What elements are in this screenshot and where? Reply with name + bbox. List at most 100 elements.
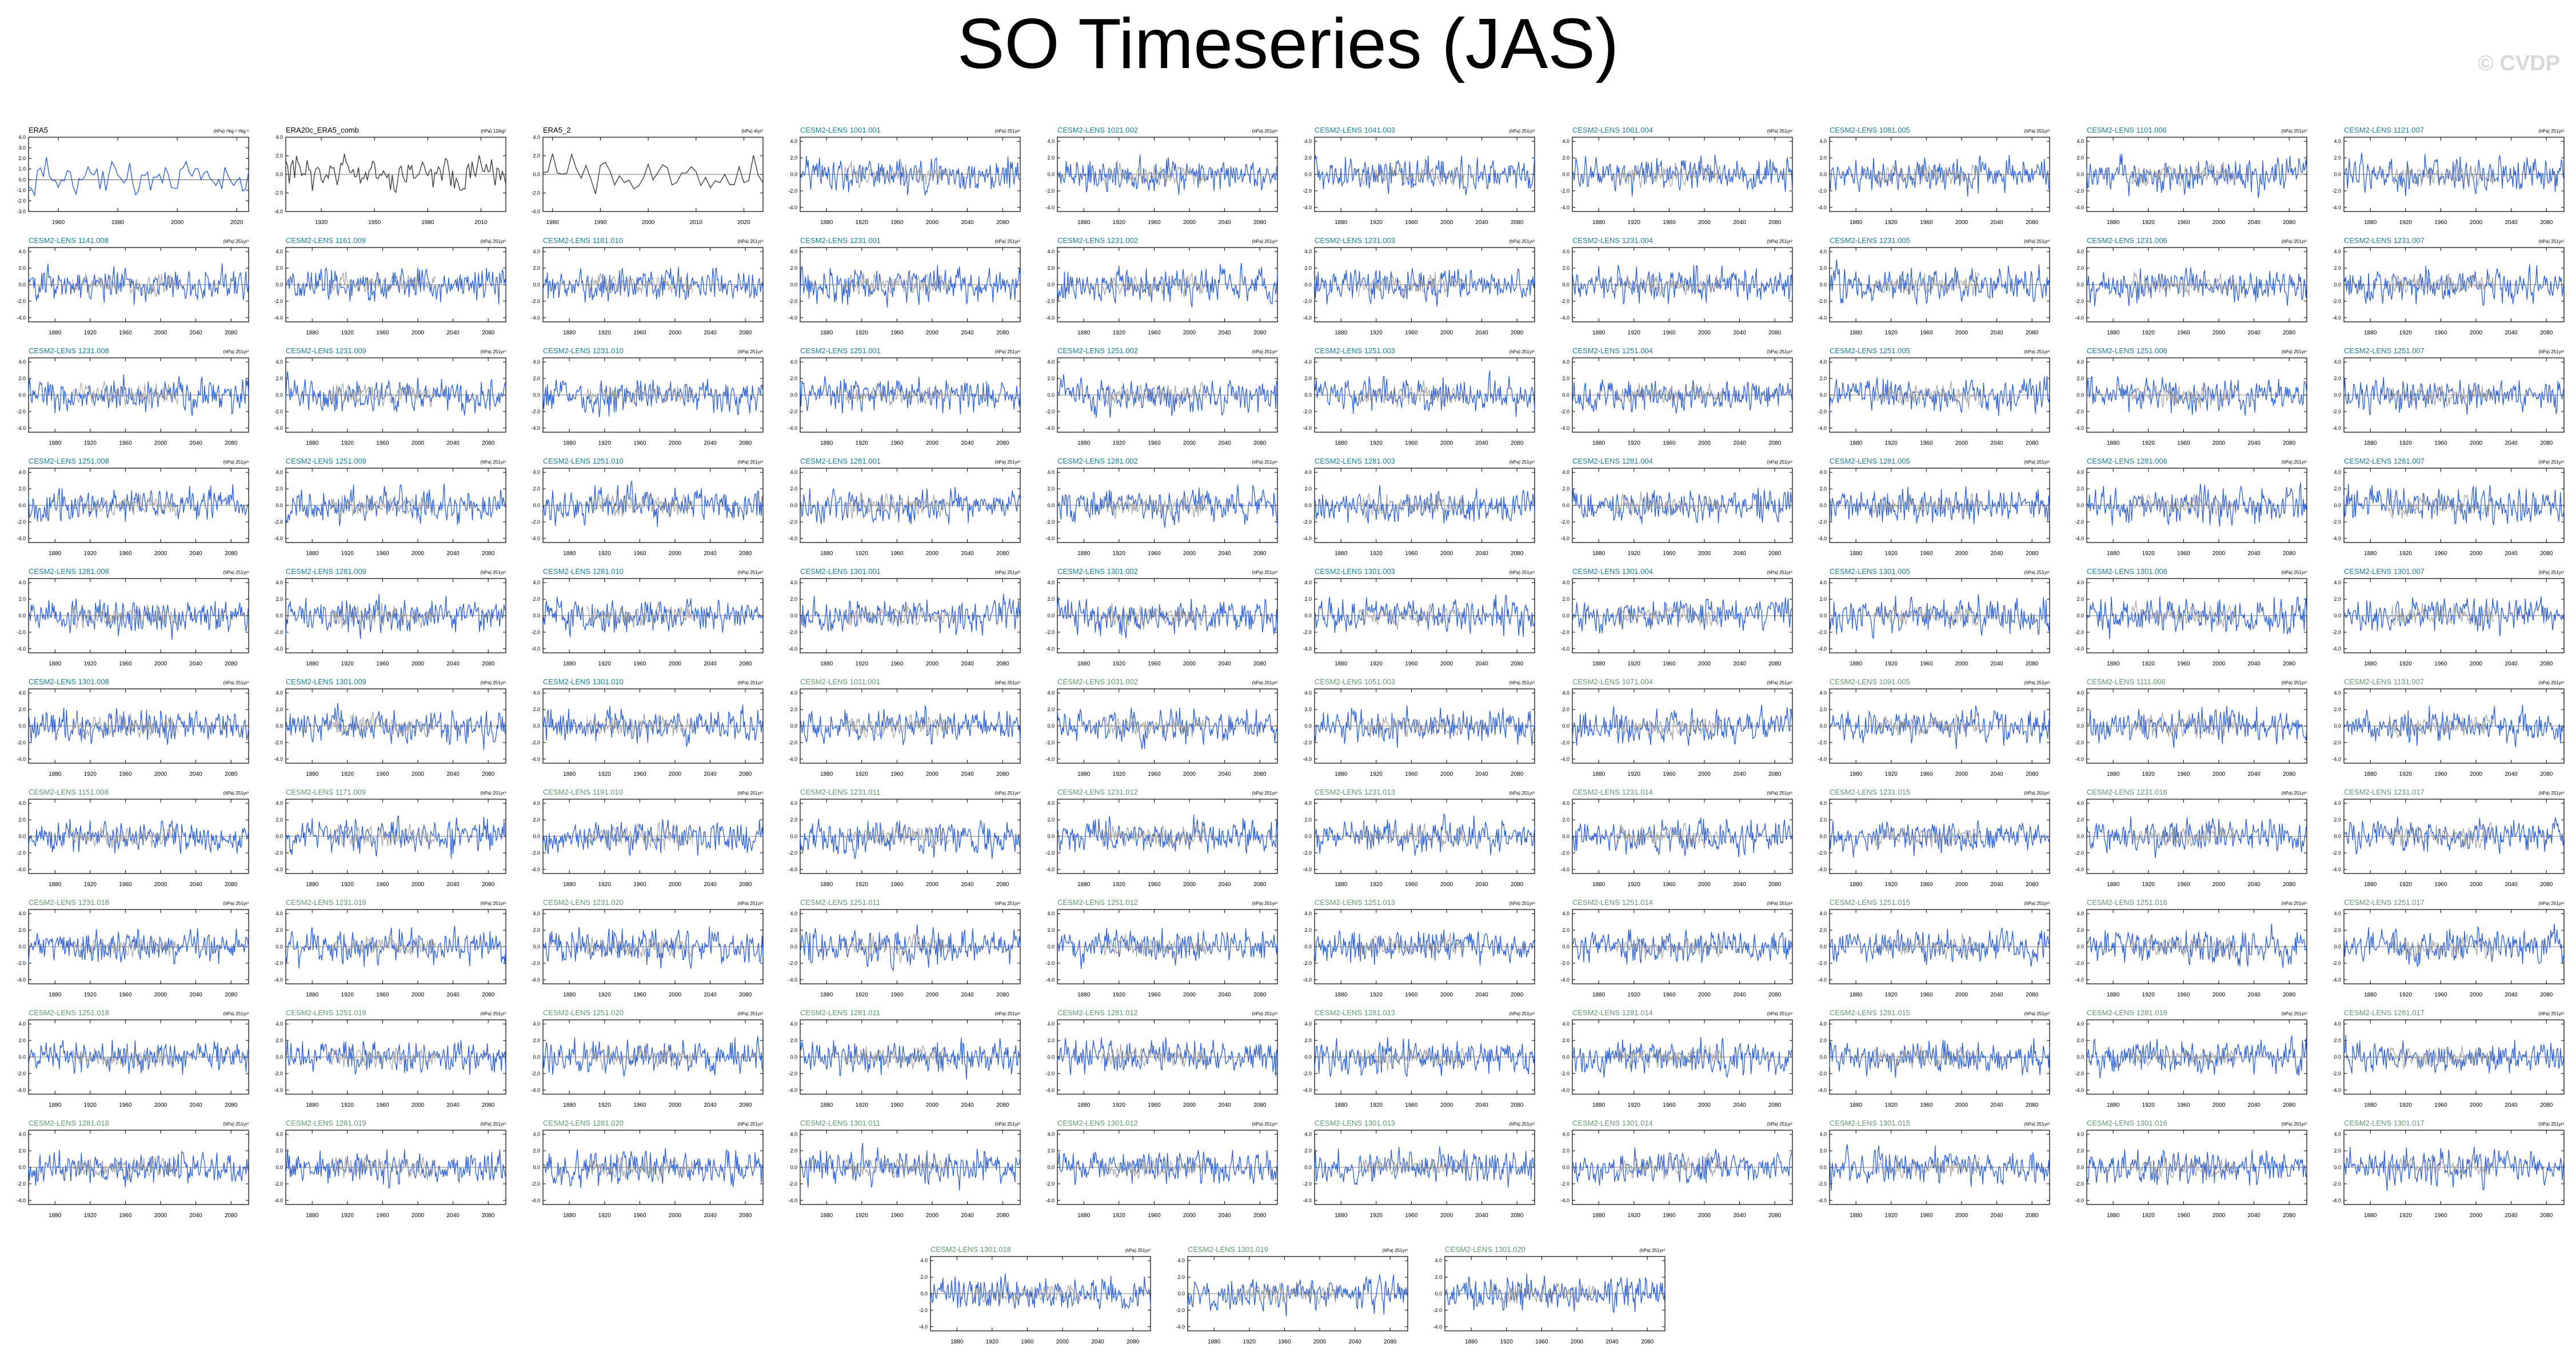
y-tick-label: -4.0 (1818, 315, 1827, 321)
y-tick-label: 0.0 (18, 833, 26, 839)
x-tick-label: 2000 (412, 661, 425, 667)
x-tick-label: 2040 (446, 551, 460, 557)
x-tick-label: 1960 (2434, 882, 2447, 888)
x-tick-label: 1920 (84, 1102, 97, 1108)
obs-overlay-line (844, 1155, 950, 1179)
model-series-line (1314, 930, 1535, 966)
y-tick-label: -4.0 (2332, 867, 2341, 872)
y-tick-label: 0.0 (790, 723, 797, 729)
cvdp-watermark: © CVDP (2477, 51, 2560, 75)
y-tick-label: 0.0 (790, 1164, 797, 1170)
x-tick-label: 1920 (84, 551, 97, 557)
obs-overlay-line (72, 494, 179, 517)
model-series-line (2086, 376, 2307, 416)
panel-title: CESM2-LENS 1131.007 (2344, 677, 2424, 686)
panel-units: (hPa) 251yr² (223, 349, 249, 354)
model-series-line (2343, 705, 2565, 748)
panel-title: CESM2-LENS 1301.007 (2344, 567, 2425, 576)
y-tick-label: -2.0 (531, 1181, 540, 1187)
x-tick-label: 2080 (996, 220, 1009, 226)
y-tick-label: -4.0 (788, 646, 797, 652)
y-tick-label: 0.0 (18, 392, 26, 398)
x-tick-label: 1920 (1885, 882, 1898, 888)
x-tick-label: 1980 (546, 220, 560, 226)
x-tick-label: 2000 (669, 992, 682, 998)
x-tick-label: 1880 (820, 551, 833, 557)
y-tick-label: 4.0 (533, 1021, 540, 1027)
panel-units: (hPa) 251yr² (223, 1122, 249, 1127)
x-tick-label: 2080 (225, 551, 238, 557)
y-tick-label: 2.0 (920, 1274, 928, 1280)
y-tick-label: 2.0 (1304, 707, 1312, 712)
panel-title: CESM2-LENS 1231.005 (1830, 236, 1910, 245)
y-tick-label: -4.0 (2075, 1087, 2084, 1093)
panel-units: (hPa) 251yr² (1767, 239, 1793, 244)
model-series-line (542, 819, 764, 856)
model-series-line (2343, 1146, 2565, 1191)
y-tick-label: 2.0 (1304, 1148, 1312, 1154)
x-tick-label: 2000 (669, 440, 682, 446)
panel-title: CESM2-LENS 1001.001 (800, 126, 881, 134)
x-tick-label: 1960 (1278, 1339, 1291, 1345)
y-tick-label: -4.0 (788, 867, 797, 872)
x-tick-label: 2040 (961, 1213, 974, 1219)
x-tick-label: 1960 (1148, 551, 1161, 557)
y-tick-label: 4.0 (790, 1021, 797, 1027)
timeseries-panel: CESM2-LENS 1231.007 (hPa) 251yr²4.02.00.0… (2332, 236, 2565, 336)
model-series-line (800, 1038, 1021, 1080)
timeseries-panel: CESM2-LENS 1231.012 (hPa) 251yr²4.02.00.0… (1045, 788, 1278, 888)
obs-overlay-line (1358, 1047, 1465, 1071)
x-tick-label: 2040 (446, 882, 460, 888)
y-tick-label: -4.0 (1303, 977, 1312, 983)
x-tick-label: 2000 (2212, 1213, 2226, 1219)
timeseries-panel: CESM2-LENS 1281.019 (hPa) 251yr²4.02.00.0… (274, 1119, 506, 1219)
timeseries-panel: CESM2-LENS 1301.001 (hPa) 251yr²4.02.00.0… (788, 567, 1021, 667)
y-tick-label: 4.0 (1562, 690, 1569, 696)
x-tick-label: 1960 (2434, 1102, 2447, 1108)
obs-overlay-line (1358, 713, 1465, 737)
y-tick-label: 0.0 (1819, 1054, 1827, 1060)
y-tick-label: 2.0 (533, 376, 540, 381)
x-tick-label: 1920 (341, 440, 354, 446)
y-tick-label: 4.0 (18, 469, 26, 475)
y-tick-label: 4.0 (790, 469, 797, 475)
x-tick-label: 1880 (2364, 220, 2377, 226)
x-tick-label: 1880 (49, 771, 62, 777)
x-tick-label: 1880 (2364, 882, 2377, 888)
y-tick-label: 2.0 (1819, 927, 1827, 933)
y-tick-label: -2.0 (2075, 519, 2084, 525)
x-tick-label: 1960 (633, 771, 646, 777)
obs-overlay-line (586, 713, 693, 738)
x-tick-label: 1880 (1077, 1102, 1091, 1108)
x-tick-label: 1920 (84, 1213, 97, 1219)
timeseries-panel: CESM2-LENS 1251.018 (hPa) 251yr²4.02.00.0… (17, 1008, 249, 1108)
x-tick-label: 2040 (2247, 220, 2261, 226)
panel-units: (hPa) 251yr² (1252, 791, 1278, 796)
x-tick-label: 2040 (1733, 661, 1746, 667)
x-tick-label: 1880 (1850, 1102, 1863, 1108)
y-tick-label: -2.0 (2075, 188, 2084, 194)
obs-overlay-line (2130, 161, 2237, 187)
x-tick-label: 1960 (376, 330, 389, 336)
panel-title: CESM2-LENS 1251.007 (2344, 346, 2425, 355)
panel-units: (hPa) 251yr² (2539, 349, 2565, 354)
y-tick-label: 2.0 (1819, 1148, 1827, 1154)
obs-overlay-line (1358, 823, 1465, 848)
x-tick-label: 2000 (1698, 992, 1711, 998)
y-tick-label: 2.0 (1047, 1148, 1055, 1154)
x-tick-label: 1960 (119, 1102, 132, 1108)
x-tick-label: 1960 (633, 1213, 646, 1219)
panel-title: CESM2-LENS 1251.013 (1315, 898, 1395, 907)
y-tick-label: 4.0 (533, 359, 540, 365)
y-tick-label: -4.0 (1818, 1198, 1827, 1203)
y-tick-label: -4.0 (1560, 646, 1569, 652)
model-series-line (542, 926, 764, 969)
timeseries-panel: CESM2-LENS 1251.004 (hPa) 251yr²4.02.00.0… (1560, 346, 1793, 446)
x-tick-label: 1960 (633, 882, 646, 888)
x-tick-label: 2080 (996, 992, 1009, 998)
y-tick-label: 2.0 (18, 817, 26, 823)
model-series-line (800, 1143, 1021, 1191)
obs-overlay-line (1358, 163, 1465, 186)
y-tick-label: 2.0 (1562, 486, 1569, 492)
x-tick-label: 2000 (669, 1102, 682, 1108)
